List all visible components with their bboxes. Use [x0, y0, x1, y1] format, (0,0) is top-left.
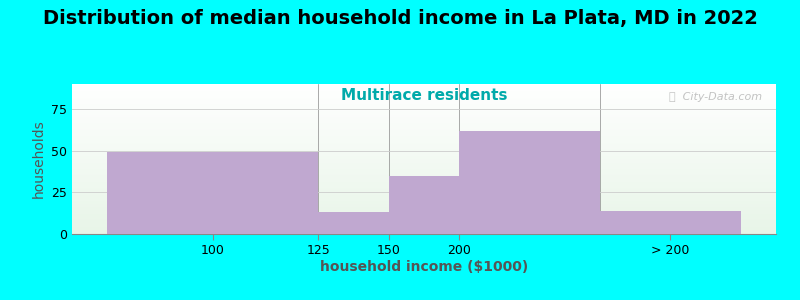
Bar: [389, 176, 459, 234]
Y-axis label: households: households: [31, 120, 46, 198]
Bar: [459, 131, 600, 234]
Bar: [318, 212, 389, 234]
Text: ⓘ  City-Data.com: ⓘ City-Data.com: [669, 92, 762, 101]
Bar: [107, 152, 318, 234]
X-axis label: household income ($1000): household income ($1000): [320, 260, 528, 274]
Bar: [600, 211, 741, 234]
Text: Distribution of median household income in La Plata, MD in 2022: Distribution of median household income …: [42, 9, 758, 28]
Text: Multirace residents: Multirace residents: [341, 88, 507, 104]
